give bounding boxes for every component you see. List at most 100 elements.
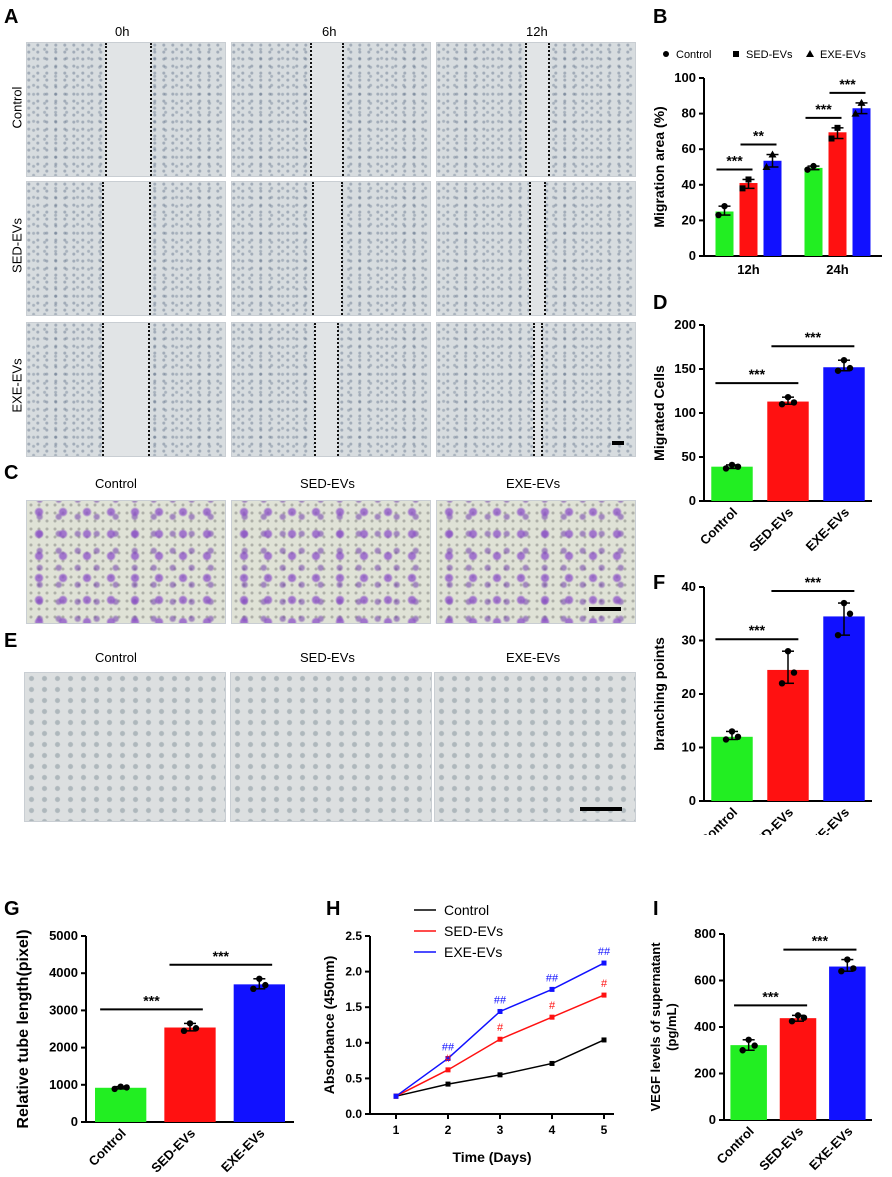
panel-letter-f: F [653, 572, 666, 594]
data-point [810, 162, 817, 170]
series-line [395, 1039, 605, 1097]
significance-label: *** [726, 152, 743, 168]
annotation-sed: # [549, 1000, 556, 1012]
y-tick-label: 100 [674, 405, 696, 420]
wound-image-sed-6h [231, 181, 431, 316]
bar [779, 1018, 817, 1120]
significance-label: *** [815, 101, 832, 117]
bar [711, 466, 753, 501]
bar [233, 984, 285, 1122]
y-tick-label: 1.5 [345, 1000, 362, 1014]
category-label: Control [85, 1126, 128, 1169]
data-point [393, 1093, 399, 1099]
data-point [850, 965, 857, 972]
data-point [180, 1027, 188, 1035]
y-axis-label: (pg/mL) [664, 1003, 679, 1051]
data-point [844, 956, 851, 963]
tube-image-sed [230, 672, 432, 822]
row-title-sed: SED-EVs [9, 218, 25, 273]
category-label: Control [697, 505, 740, 548]
y-tick-label: 50 [682, 449, 696, 464]
significance-label: *** [749, 366, 766, 382]
wound-image-sed-12h [436, 181, 636, 316]
data-point [192, 1025, 200, 1032]
x-tick-label: 2 [445, 1123, 452, 1137]
data-point [497, 1036, 503, 1042]
y-tick-label: 0 [689, 793, 696, 808]
y-tick-label: 5000 [49, 928, 78, 943]
data-point [715, 211, 722, 219]
y-tick-label: 40 [682, 579, 696, 594]
data-point [111, 1085, 118, 1093]
data-point [834, 631, 842, 639]
data-point [445, 1067, 451, 1073]
data-point [722, 736, 730, 743]
scale-bar [580, 807, 622, 811]
annotation-exe: ## [598, 946, 611, 958]
c-title-control: Control [95, 476, 137, 491]
data-point [728, 461, 736, 469]
y-tick-label: 0 [71, 1114, 78, 1129]
y-tick-label: 1.0 [345, 1036, 362, 1050]
wound-image-sed-0h [26, 181, 226, 316]
data-point [790, 669, 798, 676]
y-axis-label: VEGF levels of supernatant [650, 942, 663, 1112]
bar [715, 211, 734, 256]
y-tick-label: 1000 [49, 1077, 78, 1092]
chart-g: 0 1000 2000 3000 4000 5000 Control SED-EVs EXE-E… [15, 928, 294, 1175]
category-label: SED-EVs [756, 1124, 806, 1174]
data-point [549, 1060, 555, 1066]
y-axis-label: Absorbance (450nm) [322, 956, 337, 1094]
data-point [840, 357, 848, 364]
significance-label: *** [143, 992, 160, 1008]
data-point [834, 367, 842, 374]
y-tick-label: 0 [689, 493, 696, 508]
data-point [828, 135, 835, 142]
y-tick-label: 2000 [49, 1040, 78, 1055]
chart-h: 0.00.51.01.52.02.51 2 3 4 5############Contr… [322, 902, 614, 1165]
annotation-sed: # [601, 978, 608, 990]
data-point [186, 1020, 194, 1027]
legend-label: Control [444, 902, 489, 918]
e-title-control: Control [95, 650, 137, 665]
data-point [117, 1083, 124, 1090]
data-point [768, 150, 777, 158]
data-point [745, 176, 752, 183]
significance-label: *** [839, 76, 856, 92]
data-point [784, 648, 792, 655]
y-tick-label: 200 [694, 1066, 716, 1081]
data-point [601, 992, 607, 998]
category-label: Control [713, 1124, 756, 1167]
scale-bar [589, 607, 621, 611]
panel-letter-d: D [653, 292, 668, 314]
data-point [734, 733, 742, 740]
data-point [857, 98, 866, 106]
data-point [762, 163, 771, 170]
chart-d: 0 50 100 150 200 Control SED-EVs EXE-EVs *** *** M… [651, 317, 872, 555]
wound-image-exe-6h [231, 322, 431, 457]
data-point [549, 986, 555, 992]
row-title-control: Control [9, 86, 25, 129]
x-tick-label: 4 [549, 1123, 556, 1137]
y-axis-label: Migrated Cells [651, 365, 667, 461]
data-point [256, 975, 263, 982]
annotation-sed: # [445, 1053, 452, 1065]
y-tick-label: 100 [674, 70, 696, 85]
data-point [262, 981, 269, 989]
tube-image-exe [434, 672, 636, 822]
bar [823, 367, 865, 501]
category-label: SED-EVs [746, 505, 796, 555]
category-label: 24h [826, 262, 848, 277]
bar [763, 160, 782, 256]
panel-letter-i: I [653, 898, 659, 920]
wound-image-control-6h [231, 42, 431, 177]
data-point [739, 1047, 746, 1054]
y-tick-label: 2.5 [345, 929, 362, 943]
transwell-image-control [26, 500, 226, 624]
data-point [721, 202, 728, 210]
tube-image-control [24, 672, 226, 822]
data-point [840, 599, 848, 607]
data-point [745, 1036, 752, 1043]
bar [828, 132, 847, 256]
